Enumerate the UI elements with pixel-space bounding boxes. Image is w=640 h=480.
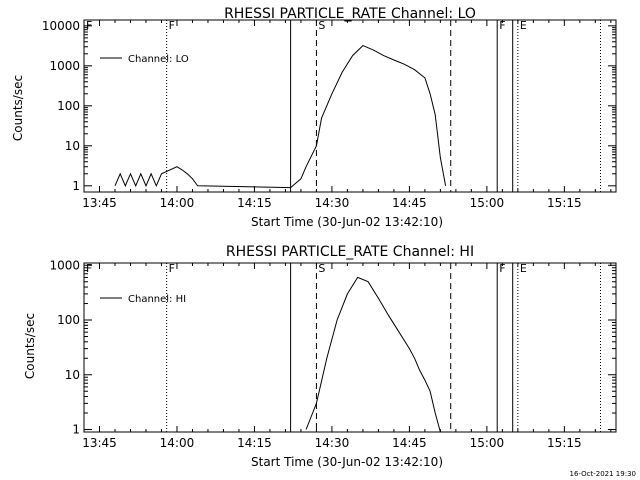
lo-series-line-0 <box>114 45 447 189</box>
hi-y-tick-label: 10 <box>65 368 80 382</box>
hi-x-tick-label: 14:45 <box>392 436 427 450</box>
hi-chart-title: RHESSI PARTICLE_RATE Channel: HI <box>226 244 474 260</box>
hi-legend: Channel: HI <box>100 294 186 305</box>
hi-x-tick-label: 14:00 <box>160 436 195 450</box>
lo-x-axis-label: Start Time (30-Jun-02 13:42:10) <box>251 215 443 229</box>
hi-y-tick-label: 100 <box>57 313 80 327</box>
footer-timestamp: 16-Oct-2021 19:30 <box>570 470 636 478</box>
lo-marker-label-7: E <box>520 19 527 32</box>
hi-y-tick-label: 1 <box>72 422 80 436</box>
lo-y-axis-label: Counts/sec <box>11 75 25 141</box>
lo-legend: Channel: LO <box>100 54 189 65</box>
lo-marker-label-0: F <box>86 19 92 32</box>
hi-marker-label-3: S <box>318 262 325 275</box>
hi-x-tick-label: 15:00 <box>470 436 505 450</box>
lo-x-tick-label: 13:45 <box>82 196 117 210</box>
hi-x-tick-label: 14:15 <box>237 436 272 450</box>
hi-marker-label-0: F <box>86 262 92 275</box>
lo-chart-title: RHESSI PARTICLE_RATE Channel: LO <box>224 6 476 22</box>
hi-marker-label-5: F <box>499 262 505 275</box>
hi-marker-label-7: E <box>520 262 527 275</box>
lo-x-tick-label: 14:15 <box>237 196 272 210</box>
hi-x-tick-label: 13:45 <box>82 436 117 450</box>
lo-legend-label: Channel: LO <box>128 54 189 65</box>
hi-x-tick-label: 14:30 <box>315 436 350 450</box>
hi-y-tick-label: 1000 <box>49 258 80 272</box>
lo-x-tick-label: 14:45 <box>392 196 427 210</box>
lo-marker-label-1: F <box>169 19 175 32</box>
hi-x-axis-label: Start Time (30-Jun-02 13:42:10) <box>251 455 443 469</box>
lo-y-tick-label: 10000 <box>42 19 80 33</box>
hi-x-tick-label: 15:15 <box>547 436 582 450</box>
lo-x-tick-label: 15:15 <box>547 196 582 210</box>
hi-series-line-0 <box>305 276 441 433</box>
lo-channel-panel: RHESSI PARTICLE_RATE Channel: LO Counts/… <box>11 6 617 229</box>
lo-x-tick-label: 14:00 <box>160 196 195 210</box>
lo-y-tick-label: 10 <box>65 139 80 153</box>
lo-y-tick-label: 1 <box>72 179 80 193</box>
lo-x-tick-label: 14:30 <box>315 196 350 210</box>
lo-y-tick-label: 1000 <box>49 59 80 73</box>
hi-marker-label-1: F <box>169 262 175 275</box>
lo-x-tick-label: 15:00 <box>470 196 505 210</box>
lo-y-tick-label: 100 <box>57 99 80 113</box>
hi-channel-panel: RHESSI PARTICLE_RATE Channel: HI Counts/… <box>23 244 617 469</box>
lo-marker-label-5: F <box>499 19 505 32</box>
hi-y-axis-label: Counts/sec <box>23 313 37 379</box>
lo-marker-label-3: S <box>318 19 325 32</box>
hi-legend-label: Channel: HI <box>128 294 186 305</box>
